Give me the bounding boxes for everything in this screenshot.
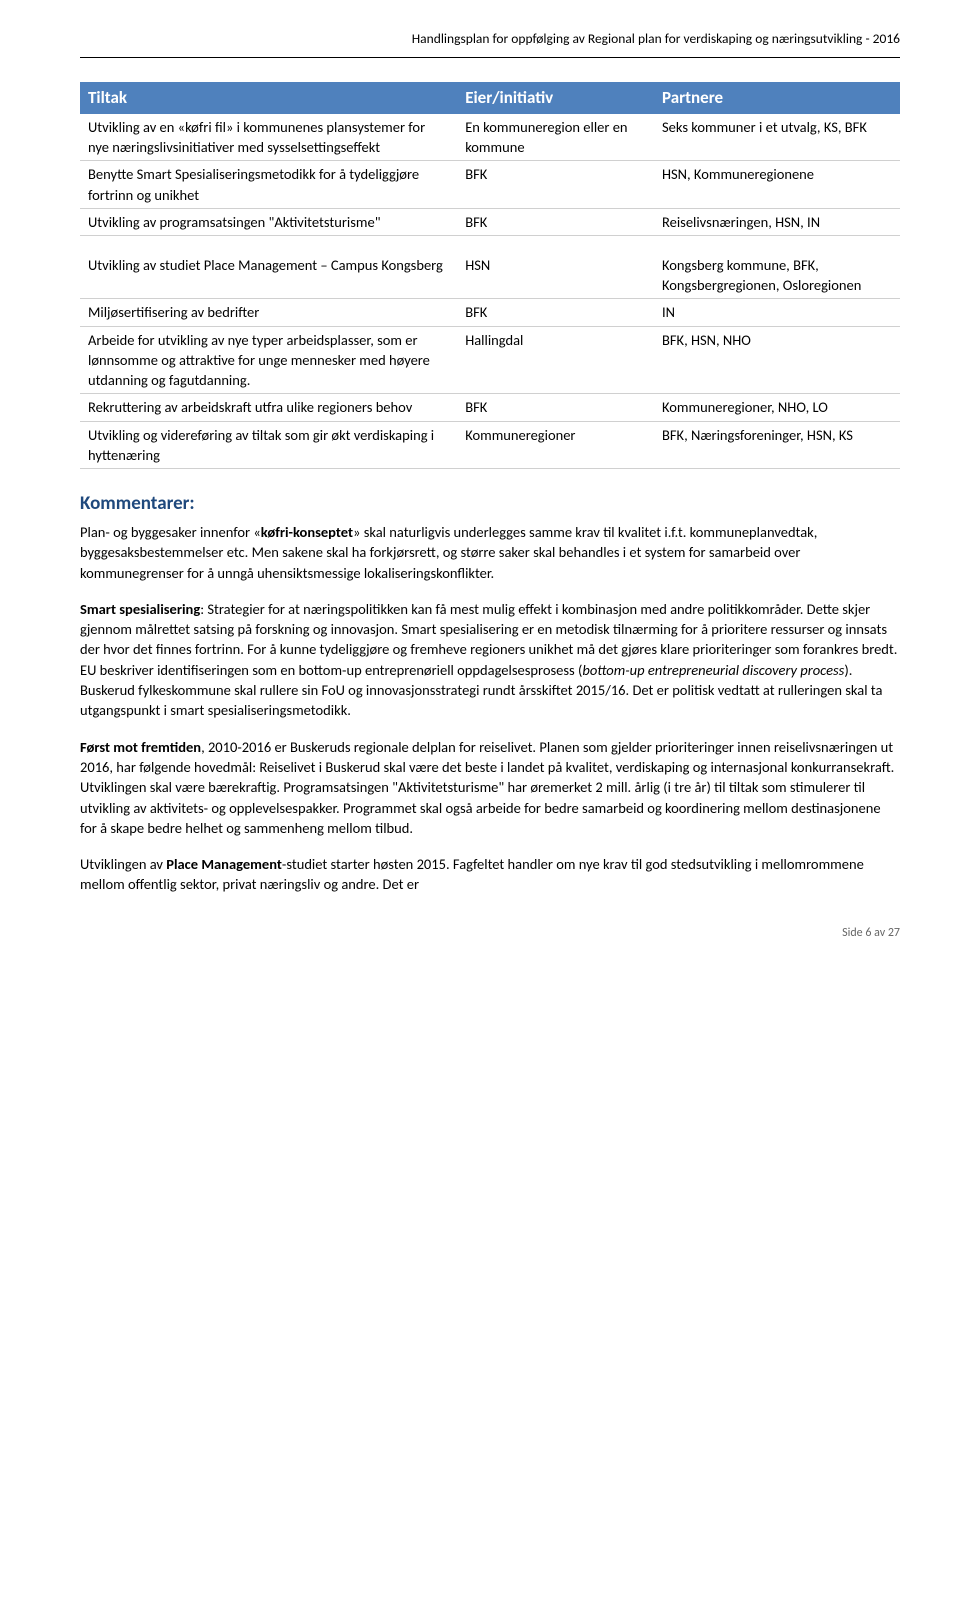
para-3: Først mot fremtiden, 2010-2016 er Busker… xyxy=(80,737,900,838)
para-2: Smart spesialisering: Strategier for at … xyxy=(80,599,900,721)
cell-tiltak: Utvikling og videreføring av tiltak som … xyxy=(80,421,457,469)
cell-partnere: Reiselivsnæringen, HSN, IN xyxy=(654,208,900,235)
bold-forst: Først mot fremtiden xyxy=(80,738,201,756)
cell-partnere: IN xyxy=(654,299,900,326)
cell-partnere: BFK, HSN, NHO xyxy=(654,326,900,394)
cell-eier: En kommuneregion eller en kommune xyxy=(457,114,654,161)
bold-kofri: køfri-konseptet xyxy=(261,523,353,541)
cell-tiltak: Benytte Smart Spesialiseringsmetodikk fo… xyxy=(80,161,457,209)
cell-eier: Kommuneregioner xyxy=(457,421,654,469)
para-1: Plan- og byggesaker innenfor «køfri-kons… xyxy=(80,522,900,583)
cell-tiltak: Utvikling av studiet Place Management – … xyxy=(80,252,457,299)
cell-eier: BFK xyxy=(457,394,654,421)
table-row: Benytte Smart Spesialiseringsmetodikk fo… xyxy=(80,161,900,209)
spacer-row xyxy=(80,236,900,252)
cell-partnere: Kongsberg kommune, BFK, Kongsbergregione… xyxy=(654,252,900,299)
page-footer: Side 6 av 27 xyxy=(80,925,900,942)
col-partnere: Partnere xyxy=(654,82,900,114)
text: Utviklingen av xyxy=(80,855,166,873)
cell-eier: BFK xyxy=(457,208,654,235)
cell-partnere: HSN, Kommuneregionene xyxy=(654,161,900,209)
table-row: Rekruttering av arbeidskraft utfra ulike… xyxy=(80,394,900,421)
table-header-row: Tiltak Eier/initiativ Partnere xyxy=(80,82,900,114)
table-row: Miljøsertifisering av bedrifter BFK IN xyxy=(80,299,900,326)
header-rule xyxy=(80,57,900,58)
page-header: Handlingsplan for oppfølging av Regional… xyxy=(80,30,900,49)
cell-tiltak: Utvikling av programsatsingen "Aktivitet… xyxy=(80,208,457,235)
cell-eier: BFK xyxy=(457,161,654,209)
table-row: Utvikling av studiet Place Management – … xyxy=(80,252,900,299)
cell-partnere: Seks kommuner i et utvalg, KS, BFK xyxy=(654,114,900,161)
para-4: Utviklingen av Place Management-studiet … xyxy=(80,854,900,895)
cell-tiltak: Rekruttering av arbeidskraft utfra ulike… xyxy=(80,394,457,421)
cell-tiltak: Utvikling av en «køfri fil» i kommunenes… xyxy=(80,114,457,161)
text: , 2010-2016 er Buskeruds regionale delpl… xyxy=(80,738,894,837)
table-row: Utvikling og videreføring av tiltak som … xyxy=(80,421,900,469)
bold-smart: Smart spesialisering xyxy=(80,600,200,618)
italic-bottomup: bottom-up entrepreneurial discovery proc… xyxy=(582,661,844,679)
bold-place: Place Management xyxy=(166,855,282,873)
cell-eier: HSN xyxy=(457,252,654,299)
col-tiltak: Tiltak xyxy=(80,82,457,114)
table-row: Utvikling av programsatsingen "Aktivitet… xyxy=(80,208,900,235)
table-row: Utvikling av en «køfri fil» i kommunenes… xyxy=(80,114,900,161)
cell-eier: Hallingdal xyxy=(457,326,654,394)
comments-heading: Kommentarer: xyxy=(80,491,900,518)
cell-partnere: Kommuneregioner, NHO, LO xyxy=(654,394,900,421)
text: Plan- og byggesaker innenfor « xyxy=(80,523,261,541)
table-row: Arbeide for utvikling av nye typer arbei… xyxy=(80,326,900,394)
cell-partnere: BFK, Næringsforeninger, HSN, KS xyxy=(654,421,900,469)
cell-eier: BFK xyxy=(457,299,654,326)
cell-tiltak: Arbeide for utvikling av nye typer arbei… xyxy=(80,326,457,394)
col-eier: Eier/initiativ xyxy=(457,82,654,114)
tiltak-table: Tiltak Eier/initiativ Partnere Utvikling… xyxy=(80,82,900,469)
cell-tiltak: Miljøsertifisering av bedrifter xyxy=(80,299,457,326)
